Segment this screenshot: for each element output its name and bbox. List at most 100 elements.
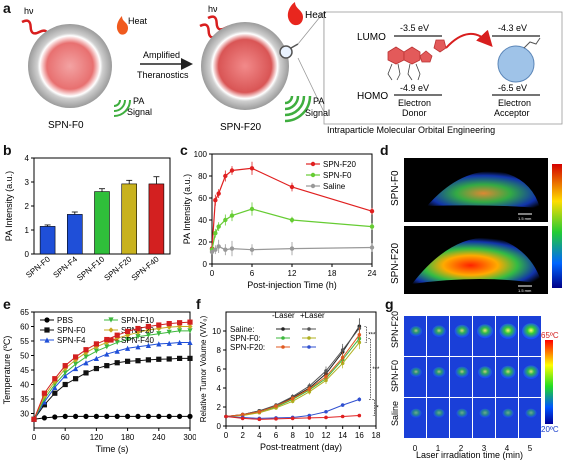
data-point-SPN-F4 bbox=[125, 345, 131, 351]
x-tick-label: 300 bbox=[183, 433, 196, 442]
data-point-SPN-F20 bbox=[229, 168, 235, 173]
data-point-SPN-F0 bbox=[93, 365, 99, 372]
data-point-SPN-F40 bbox=[52, 376, 58, 382]
pa-waves-2 bbox=[284, 95, 312, 123]
data-point-Saline bbox=[216, 244, 221, 249]
data-point-SPN-F20 -Laser bbox=[324, 374, 328, 379]
series-line-PBS bbox=[33, 415, 190, 420]
series-line-SPN-F20 bbox=[211, 167, 373, 249]
x-tick-label: SPN-F20 bbox=[102, 254, 133, 282]
legend-marker bbox=[108, 337, 114, 343]
panel-label-a: a bbox=[3, 0, 11, 16]
row-label-g-spn-f0: SPN-F0 bbox=[390, 360, 400, 392]
y-tick-label: 65 bbox=[20, 308, 29, 317]
x-tick-label: 180 bbox=[121, 433, 135, 442]
heat-label-2: Heat bbox=[305, 10, 326, 21]
x-tick-label: 0 bbox=[210, 269, 215, 278]
data-point-SPN-F0 bbox=[41, 402, 47, 408]
significance-mark: * bbox=[376, 405, 379, 411]
data-point-SPN-F40 bbox=[31, 416, 37, 422]
y-tick-label: 8 bbox=[217, 346, 222, 355]
thermal-cell bbox=[404, 357, 426, 397]
thermal-hotspot bbox=[409, 326, 423, 337]
data-point-SPN-F20 -Laser bbox=[307, 387, 312, 391]
x-tick-label: 14 bbox=[338, 431, 347, 440]
row-label-spn-f20: SPN-F20 bbox=[390, 242, 401, 284]
lumo-acceptor-energy: -4.3 eV bbox=[498, 23, 527, 33]
x-tick-label: 6 bbox=[274, 431, 279, 440]
x-tick-label: 8 bbox=[290, 431, 295, 440]
data-point-SPN-F40 bbox=[125, 328, 131, 335]
data-point-SPN-F0 bbox=[62, 381, 68, 388]
thermal-hotspot bbox=[410, 367, 422, 377]
series-line-SPN-F40 bbox=[33, 321, 191, 420]
data-point-SPN-F20 +Laser (cured) bbox=[324, 415, 328, 420]
x-tick-label: 60 bbox=[61, 433, 70, 442]
flame-icon-2 bbox=[287, 2, 303, 26]
legend-row-label: SPN-F20: bbox=[230, 343, 265, 352]
data-point-SPN-F0 bbox=[52, 390, 58, 396]
x-tick-label: 4 bbox=[257, 431, 262, 440]
data-point-SPN-F20 bbox=[289, 184, 295, 190]
lumo-donor-energy: -3.5 eV bbox=[400, 23, 429, 33]
data-point-SPN-F4 bbox=[145, 342, 151, 348]
time-tick-label: 5 bbox=[528, 444, 533, 453]
data-point-Saline bbox=[369, 245, 375, 250]
x-tick-label: 2 bbox=[240, 431, 245, 440]
row-label-spn-f0: SPN-F0 bbox=[390, 170, 401, 206]
time-tick-label: 2 bbox=[459, 444, 464, 453]
data-point-SPN-F20 +Laser bbox=[340, 403, 345, 407]
thermal-cell bbox=[519, 398, 541, 438]
significance-bracket bbox=[368, 338, 371, 400]
data-point-SPN-F20 +Laser (cured) bbox=[224, 414, 228, 419]
data-point-SPN-F10 bbox=[62, 370, 68, 376]
data-point-PBS bbox=[114, 413, 120, 419]
x-tick-label: SPN-F40 bbox=[130, 254, 161, 282]
thermal-hotspot bbox=[499, 323, 517, 339]
y-axis-label: Relative Tumor Volume (V/V₀) bbox=[199, 315, 208, 422]
donor-molecule bbox=[387, 39, 447, 81]
y-tick-label: 6 bbox=[217, 365, 222, 374]
data-point-SPN-F0 bbox=[135, 358, 141, 364]
homo-donor-energy: -4.9 eV bbox=[400, 83, 429, 93]
legend-label: SPN-F4 bbox=[57, 336, 86, 345]
pa-label-1a: PA bbox=[133, 96, 144, 106]
legend-header-minus: -Laser bbox=[272, 311, 295, 320]
data-point-SPN-F0 bbox=[125, 358, 131, 364]
data-point-SPN-F4 bbox=[114, 348, 120, 354]
y-axis-label: Temperature (ºC) bbox=[2, 336, 12, 405]
zoom-lens-line bbox=[290, 43, 299, 49]
y-tick-label: 3 bbox=[25, 178, 30, 187]
acceptor-label-1: Electron bbox=[498, 98, 531, 108]
legend-row-label: Saline: bbox=[230, 325, 254, 334]
data-point-SPN-F0 +Laser bbox=[357, 340, 362, 345]
zoom-lens-icon bbox=[279, 45, 293, 59]
cbar-min-label: 20ºC bbox=[541, 425, 559, 434]
legend-label: SPN-F0 bbox=[323, 171, 352, 180]
data-point-SPN-F0 bbox=[223, 217, 228, 223]
thermal-cell bbox=[427, 398, 449, 438]
y-tick-label: 45 bbox=[20, 366, 29, 375]
chart-c-pa-kinetics: 0 20 40 60 80 100 PA Intensity (a.u.) 0 6 12 18 24 P… bbox=[182, 150, 377, 290]
lumo-label: LUMO bbox=[357, 32, 386, 43]
data-point-SPN-F20 +Laser (cured) bbox=[240, 416, 245, 421]
thermal-hotspot bbox=[523, 365, 539, 379]
data-point-SPN-F20 +Laser (cured) bbox=[307, 416, 312, 420]
data-point-SPN-F0 bbox=[166, 356, 172, 362]
thermal-hotspot bbox=[478, 366, 492, 379]
data-point-Saline bbox=[223, 247, 228, 252]
data-point-SPN-F4 bbox=[187, 339, 193, 346]
legend-marker-plus bbox=[307, 327, 311, 331]
significance-mark: *** bbox=[372, 367, 380, 373]
legend-marker bbox=[310, 172, 316, 178]
x-axis-label: Post-injection Time (h) bbox=[247, 280, 337, 290]
time-tick-label: 0 bbox=[413, 444, 418, 453]
data-point-SPN-F20 -Laser bbox=[240, 412, 245, 417]
x-tick-label: 12 bbox=[288, 269, 297, 278]
chart-e-temperature: 30 35 40 45 50 55 60 65 Temperature (ºC) 0 60 120 18… bbox=[2, 308, 196, 454]
x-axis-label: Time (s) bbox=[96, 444, 129, 454]
cbar-max-label: 65ºC bbox=[541, 331, 559, 340]
panel-label-c: c bbox=[180, 142, 188, 158]
data-point-SPN-F10 bbox=[114, 339, 120, 346]
